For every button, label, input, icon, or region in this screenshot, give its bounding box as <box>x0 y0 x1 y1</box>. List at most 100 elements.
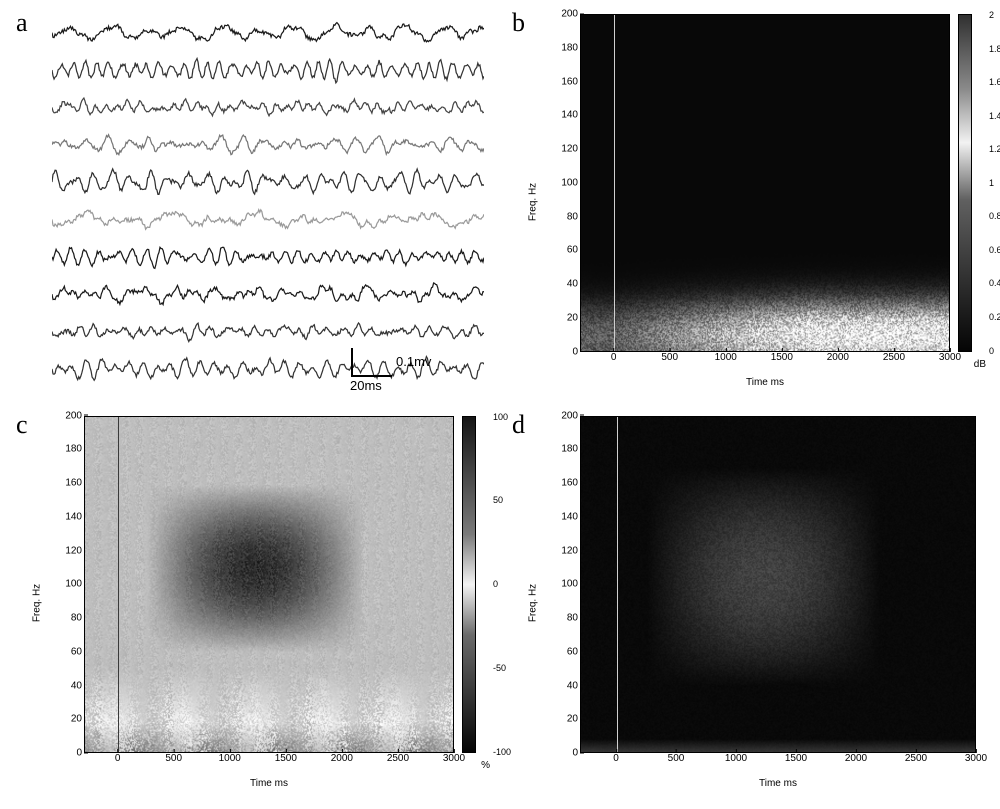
colorbar-tick: 0 <box>493 579 498 589</box>
y-tick: 140 <box>550 110 578 121</box>
y-tick: 160 <box>54 478 82 489</box>
y-tick: 200 <box>54 410 82 421</box>
panel-d-xticks: 050010001500200025003000 <box>580 753 976 771</box>
trace-8 <box>52 323 484 342</box>
x-tick: 2000 <box>331 753 353 764</box>
y-tick: 40 <box>550 279 578 290</box>
x-tick: 0 <box>115 753 121 764</box>
panel-b: b Freq. Hz 020406080100120140160180200 0… <box>510 10 986 394</box>
x-tick: 500 <box>165 753 182 764</box>
colorbar-tick: -50 <box>493 663 506 673</box>
colorbar-tick: 0.6 <box>989 245 1000 255</box>
y-tick: 80 <box>54 613 82 624</box>
y-tick: 0 <box>550 346 578 357</box>
panel-c: c Freq. Hz 020406080100120140160180200 0… <box>14 412 490 796</box>
panel-d: d Freq. Hz 020406080100120140160180200 0… <box>510 412 986 796</box>
panel-c-t0-line <box>118 417 119 753</box>
x-tick: 3000 <box>939 352 961 363</box>
y-tick: 120 <box>550 545 578 556</box>
panel-b-axes <box>580 14 950 352</box>
panel-d-spectrogram <box>581 417 975 753</box>
panel-c-xticks: 050010001500200025003000 <box>84 753 454 771</box>
panel-b-colorbar-label: dB <box>974 359 986 370</box>
y-tick: 160 <box>550 478 578 489</box>
y-tick: 40 <box>550 680 578 691</box>
x-tick: 2000 <box>827 352 849 363</box>
y-tick: 180 <box>550 42 578 53</box>
panel-b-ylabel: Freq. Hz <box>528 183 539 221</box>
panel-d-yticks: 020406080100120140160180200 <box>550 416 580 754</box>
x-tick: 1500 <box>275 753 297 764</box>
y-tick: 180 <box>550 444 578 455</box>
trace-4 <box>52 169 484 194</box>
panel-b-xlabel: Time ms <box>580 377 950 388</box>
trace-7 <box>52 283 484 305</box>
waveform-traces <box>52 14 484 388</box>
trace-3 <box>52 135 484 155</box>
y-tick: 100 <box>550 177 578 188</box>
y-tick: 0 <box>550 748 578 759</box>
panel-d-ylabel: Freq. Hz <box>528 584 539 622</box>
trace-0 <box>52 23 484 42</box>
colorbar-tick: -100 <box>493 747 511 757</box>
x-tick: 1000 <box>725 753 747 764</box>
panel-c-xlabel: Time ms <box>84 778 454 789</box>
y-tick: 20 <box>54 714 82 725</box>
y-tick: 140 <box>550 511 578 522</box>
trace-6 <box>52 247 484 268</box>
x-tick: 500 <box>668 753 685 764</box>
x-tick: 1000 <box>715 352 737 363</box>
x-tick: 0 <box>613 753 619 764</box>
colorbar-tick: 0.4 <box>989 278 1000 288</box>
y-tick: 60 <box>550 646 578 657</box>
panel-c-spectrogram <box>85 417 453 753</box>
y-tick: 20 <box>550 714 578 725</box>
x-tick: 2500 <box>905 753 927 764</box>
panel-d-axes <box>580 416 976 754</box>
x-tick: 1000 <box>219 753 241 764</box>
scalebar-path <box>352 348 392 376</box>
trace-5 <box>52 210 484 230</box>
y-tick: 0 <box>54 748 82 759</box>
x-tick: 3000 <box>965 753 987 764</box>
y-tick: 140 <box>54 511 82 522</box>
x-tick: 3000 <box>443 753 465 764</box>
panel-b-t0-line <box>614 15 615 351</box>
scalebar: 20ms 0.1mv <box>342 338 402 388</box>
colorbar-tick: 1 <box>989 178 994 188</box>
y-tick: 100 <box>550 579 578 590</box>
panel-letter-c: c <box>16 412 28 438</box>
x-tick: 500 <box>661 352 678 363</box>
panel-b-colorbar: 00.20.40.60.811.21.41.61.82 <box>958 14 972 352</box>
panel-d-xlabel: Time ms <box>580 778 976 789</box>
panel-letter-a: a <box>16 10 28 36</box>
x-tick: 2000 <box>845 753 867 764</box>
trace-2 <box>52 98 484 116</box>
y-tick: 100 <box>54 579 82 590</box>
y-tick: 200 <box>550 9 578 20</box>
y-tick: 120 <box>550 144 578 155</box>
scalebar-horiz-label: 20ms <box>350 378 382 393</box>
x-tick: 2500 <box>883 352 905 363</box>
y-tick: 60 <box>54 646 82 657</box>
panel-b-yticks: 020406080100120140160180200 <box>550 14 580 352</box>
figure-grid: a 20ms 0.1mv b Freq. Hz 0204060801001201… <box>0 0 1000 809</box>
y-tick: 160 <box>550 76 578 87</box>
y-tick: 60 <box>550 245 578 256</box>
y-tick: 80 <box>550 211 578 222</box>
panel-b-xticks: 050010001500200025003000 <box>580 352 950 370</box>
panel-c-yticks: 020406080100120140160180200 <box>54 416 84 754</box>
colorbar-tick: 50 <box>493 495 503 505</box>
scalebar-vert-label: 0.1mv <box>396 354 431 369</box>
panel-letter-b: b <box>512 10 525 36</box>
panel-c-ylabel: Freq. Hz <box>32 584 43 622</box>
colorbar-tick: 100 <box>493 412 508 422</box>
traces-svg <box>52 14 484 388</box>
colorbar-tick: 0.2 <box>989 312 1000 322</box>
panel-b-spectrogram <box>581 15 949 351</box>
panel-c-colorbar: -100-50050100 <box>462 416 476 754</box>
panel-c-axes <box>84 416 454 754</box>
trace-1 <box>52 59 484 83</box>
colorbar-tick: 2 <box>989 10 994 20</box>
y-tick: 40 <box>54 680 82 691</box>
